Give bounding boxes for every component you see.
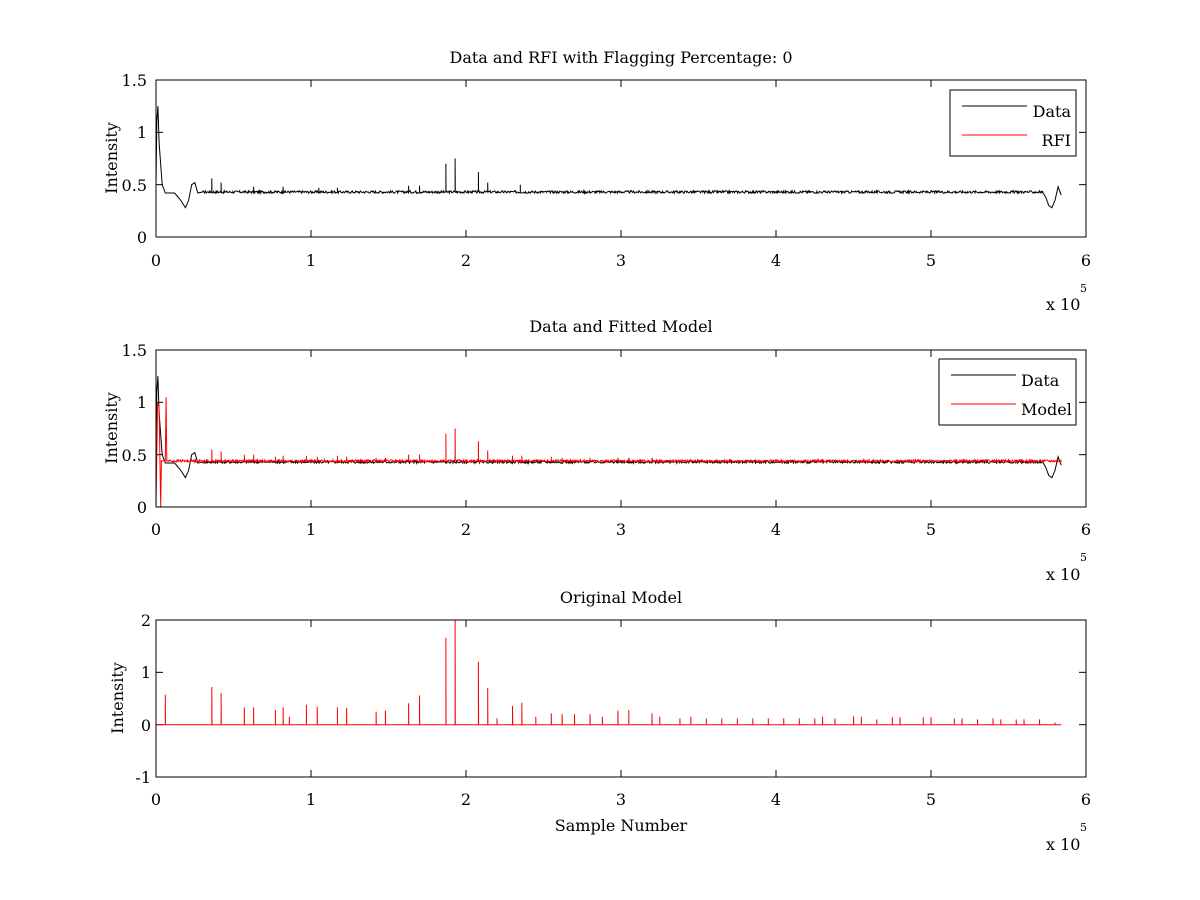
panel-1-ytick: 0 (137, 228, 147, 247)
panel-2-legend: Data Model (938, 358, 1077, 426)
panel-2-xtick: 5 (926, 520, 936, 539)
panel-2-ytick: 0.5 (122, 446, 147, 465)
panel-1-xtick: 1 (306, 251, 316, 270)
panel-2-legend-label-data: Data (1021, 371, 1060, 390)
panel-2-ytick: 1 (137, 393, 147, 412)
panel-1: Data and RFI with Flagging Percentage: 0… (102, 48, 1091, 314)
panel-1-xtick: 0 (151, 251, 161, 270)
panel-2-xtick: 0 (151, 520, 161, 539)
panel-1-legend-label-rfi: RFI (1042, 131, 1071, 150)
panel-3-ticks: 0 1 2 3 4 5 6 -1 0 1 2 (135, 611, 1091, 809)
panel-1-legend: Data RFI (949, 89, 1077, 157)
panel-2-axes-box (155, 349, 1087, 508)
series-line-model (156, 619, 1062, 726)
panel-2-x-exponent: x 10 (1046, 565, 1080, 584)
panel-2: Data and Fitted Model Intensity 0 1 2 3 … (102, 317, 1091, 584)
panel-3-xtick: 4 (771, 790, 781, 809)
series-line-model (155, 397, 1062, 508)
panel-1-series (155, 79, 1087, 238)
panel-2-xtick: 2 (461, 520, 471, 539)
panel-1-x-exponent: x 10 (1046, 295, 1080, 314)
panel-1-ytick: 1.5 (122, 71, 147, 90)
panel-2-xtick: 4 (771, 520, 781, 539)
panel-3-xtick: 3 (616, 790, 626, 809)
panel-1-axes-box (155, 79, 1087, 238)
panel-1-xtick: 5 (926, 251, 936, 270)
panel-3-xtick: 5 (926, 790, 936, 809)
panel-3-xtick: 0 (151, 790, 161, 809)
panel-3-axes-box (155, 619, 1087, 778)
panel-3-xtick: 6 (1081, 790, 1091, 809)
panel-2-title: Data and Fitted Model (529, 317, 712, 336)
panel-3-ytick: 2 (141, 611, 151, 630)
panel-2-xtick: 6 (1081, 520, 1091, 539)
panel-1-legend-label-data: Data (1033, 102, 1072, 121)
panel-3-x-exponent: x 10 (1046, 835, 1080, 854)
panel-3-series (155, 619, 1087, 778)
panel-2-ytick: 1.5 (122, 341, 147, 360)
panel-2-ytick: 0 (137, 498, 147, 517)
panel-3-ytick: -1 (135, 768, 151, 787)
panel-3-ytick: 1 (141, 663, 151, 682)
panel-3: Original Model Intensity Sample Number 0… (108, 588, 1091, 854)
panel-2-xtick: 3 (616, 520, 626, 539)
panel-3-xtick: 1 (306, 790, 316, 809)
panel-3-xtick: 2 (461, 790, 471, 809)
panel-2-ylabel: Intensity (102, 392, 121, 464)
panel-1-x-exponent-power: 5 (1080, 282, 1087, 295)
panel-3-ytick: 0 (141, 716, 151, 735)
panel-3-title: Original Model (560, 588, 682, 607)
panel-1-ylabel: Intensity (102, 122, 121, 194)
panel-1-xtick: 2 (461, 251, 471, 270)
panel-1-title: Data and RFI with Flagging Percentage: 0 (449, 48, 792, 67)
panel-1-xtick: 3 (616, 251, 626, 270)
series-line-data (155, 106, 1062, 209)
panel-1-legend-box (949, 89, 1077, 157)
panel-2-ticks: 0 1 2 3 4 5 6 0 0.5 1 1.5 (122, 341, 1092, 539)
panel-3-xlabel: Sample Number (555, 816, 688, 835)
series-line-data (155, 376, 1062, 479)
panel-3-ylabel: Intensity (108, 662, 127, 734)
panel-1-ticks: 0 1 2 3 4 5 6 0 0.5 1 1.5 (122, 71, 1092, 270)
panel-1-xtick: 4 (771, 251, 781, 270)
panel-1-xtick: 6 (1081, 251, 1091, 270)
panel-1-ytick: 0.5 (122, 176, 147, 195)
panel-2-legend-box (938, 358, 1077, 426)
panel-3-x-exponent-power: 5 (1080, 821, 1087, 834)
panel-2-legend-label-model: Model (1021, 400, 1072, 419)
panel-1-ytick: 1 (137, 123, 147, 142)
panel-2-x-exponent-power: 5 (1080, 551, 1087, 564)
panel-2-xtick: 1 (306, 520, 316, 539)
